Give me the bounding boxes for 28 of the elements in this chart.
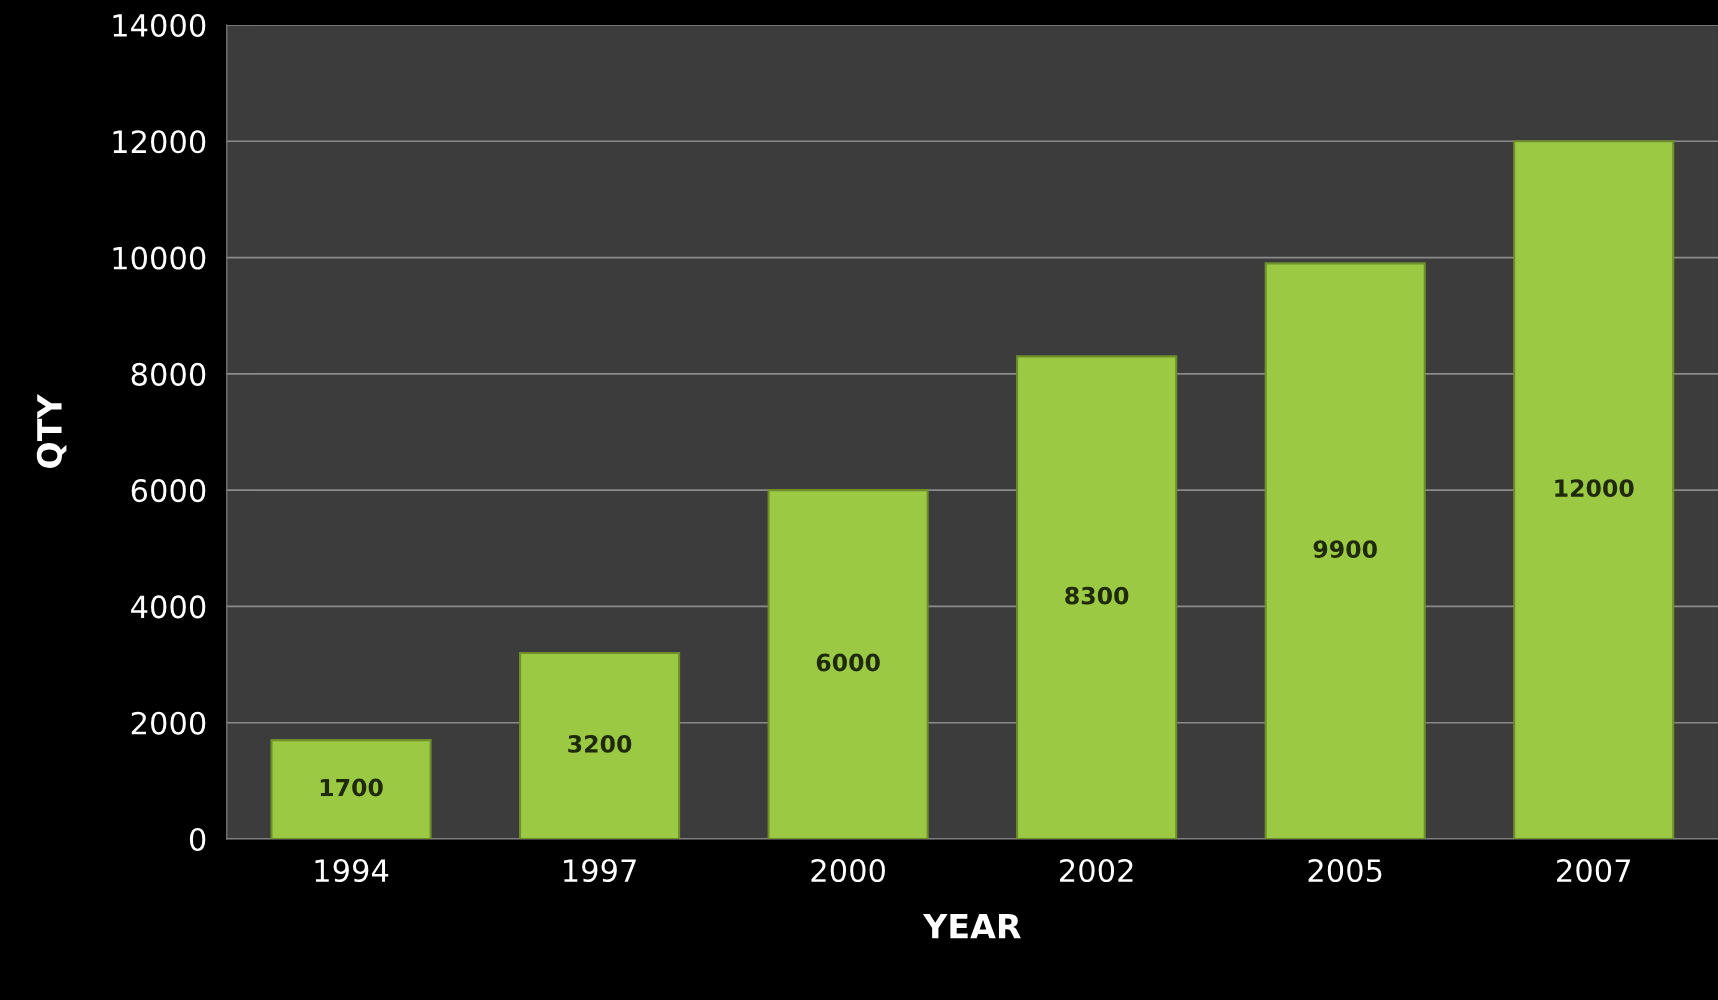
bar xyxy=(767,489,929,839)
y-tick-label: 4000 xyxy=(131,595,206,619)
y-tick-label: 14000 xyxy=(113,13,206,38)
data-label: 1700 xyxy=(320,778,383,797)
bar xyxy=(1513,140,1675,839)
data-label: 3200 xyxy=(568,734,632,753)
data-label: 12000 xyxy=(1555,479,1634,497)
y-tick-label: 2000 xyxy=(131,711,206,735)
x-tick-label: 2002 xyxy=(1060,858,1133,883)
x-tick-label: 1994 xyxy=(315,858,389,883)
x-tick-label: 2007 xyxy=(1557,858,1630,883)
bar xyxy=(270,739,432,839)
bar xyxy=(1264,262,1426,839)
y-axis-title: QTY xyxy=(36,394,67,468)
data-label: 9900 xyxy=(1313,540,1377,559)
y-tick-label: 8000 xyxy=(131,362,206,386)
x-tick-label: 2005 xyxy=(1308,858,1382,883)
y-tick-label: 12000 xyxy=(113,130,206,154)
x-tick-label: 2000 xyxy=(811,858,885,883)
bar xyxy=(1016,355,1178,839)
bar xyxy=(519,651,681,839)
y-tick-label: 10000 xyxy=(113,246,206,270)
y-tick-label: 0 xyxy=(189,827,206,852)
y-tick-label: 6000 xyxy=(131,479,206,503)
data-label: 8300 xyxy=(1065,586,1129,605)
x-tick-label: 1997 xyxy=(564,858,636,883)
data-label: 6000 xyxy=(816,653,880,672)
x-axis-title: YEAR xyxy=(922,914,1021,939)
